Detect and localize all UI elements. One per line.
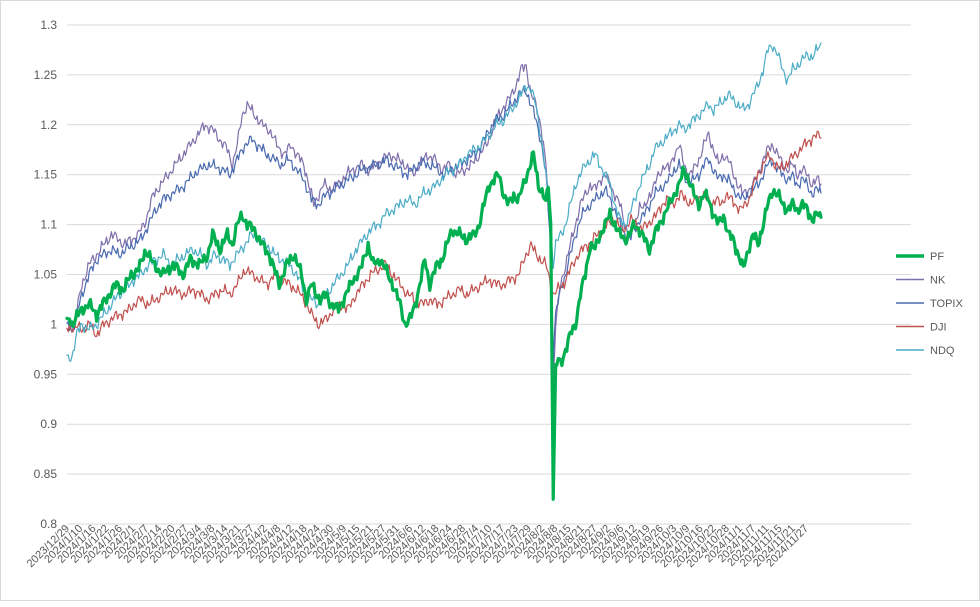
y-tick-label: 1.25 bbox=[34, 68, 58, 82]
y-axis-tick-labels: 0.8 0.85 0.9 0.95 1 1.05 1.1 1.15 1.2 1.25 1.3 bbox=[34, 18, 58, 531]
legend-label-pf: PF bbox=[930, 251, 944, 263]
gridlines bbox=[67, 24, 911, 525]
series-line-nk bbox=[66, 63, 822, 383]
series-line-topix bbox=[66, 85, 822, 362]
y-tick-label: 1.1 bbox=[40, 218, 57, 232]
y-tick-label: 1 bbox=[50, 317, 57, 331]
y-tick-label: 1.15 bbox=[34, 168, 58, 182]
series-line-pf bbox=[65, 150, 823, 501]
x-axis-tick-labels: 2023/12/292024/1/102024/1/162024/1/22202… bbox=[25, 523, 811, 570]
series-line-ndq bbox=[66, 42, 822, 362]
series-lines bbox=[65, 42, 823, 501]
y-tick-label: 1.2 bbox=[40, 118, 57, 132]
y-tick-label: 1.05 bbox=[34, 268, 58, 282]
legend-label-nk: NK bbox=[930, 275, 946, 287]
y-tick-label: 1.3 bbox=[40, 18, 57, 32]
legend-label-ndq: NDQ bbox=[930, 345, 955, 357]
y-tick-label: 0.85 bbox=[34, 467, 58, 481]
y-tick-label: 0.9 bbox=[40, 417, 57, 431]
y-tick-label: 0.8 bbox=[40, 517, 57, 531]
legend-label-topix: TOPIX bbox=[930, 298, 963, 310]
legend: PF NK TOPIX DJI NDQ bbox=[896, 251, 963, 357]
y-tick-label: 0.95 bbox=[34, 367, 58, 381]
legend-label-dji: DJI bbox=[930, 322, 947, 334]
